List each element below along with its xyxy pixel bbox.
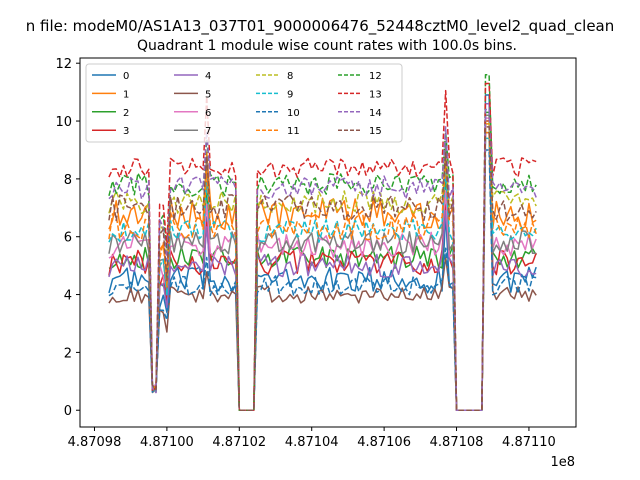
series-line-5	[108, 131, 537, 411]
legend-box	[85, 63, 403, 143]
legend-label-14: 14	[369, 108, 382, 119]
y-tick-label: 10	[55, 115, 72, 130]
x-tick-label: 4.87100	[140, 435, 194, 450]
figure-suptitle: n file: modeM0/AS1A13_037T01_9000006476_…	[26, 17, 615, 36]
legend-label-2: 2	[123, 108, 129, 119]
legend-label-13: 13	[369, 89, 382, 100]
legend-label-11: 11	[287, 126, 300, 137]
y-tick-label: 0	[64, 404, 72, 419]
plot-lines	[108, 74, 537, 411]
x-tick-label: 4.87106	[357, 435, 411, 450]
series-line-14	[108, 108, 537, 411]
series-line-2	[108, 111, 537, 411]
x-tick-label: 4.87108	[430, 435, 484, 450]
legend-label-5: 5	[205, 89, 211, 100]
series-line-13	[108, 82, 537, 411]
legend-label-3: 3	[123, 126, 129, 137]
legend-label-8: 8	[287, 71, 293, 82]
y-tick-label: 6	[64, 231, 72, 246]
x-tick-label: 4.87098	[68, 435, 122, 450]
axes-frame	[79, 57, 577, 428]
y-tick-label: 2	[64, 346, 72, 361]
chart-title: Quadrant 1 module wise count rates with …	[137, 38, 517, 54]
x-tick-label: 4.87110	[502, 435, 556, 450]
y-tick-label: 8	[64, 173, 72, 188]
y-tick-label: 4	[64, 289, 72, 304]
legend-label-7: 7	[205, 126, 211, 137]
x-tick-label: 4.87102	[212, 435, 266, 450]
legend-label-9: 9	[287, 89, 293, 100]
legend-label-0: 0	[123, 71, 129, 82]
x-axis-offset-label: 1e8	[550, 455, 575, 470]
legend-label-6: 6	[205, 108, 211, 119]
y-axis: 0 2 4 6 8 10 12	[55, 57, 80, 419]
legend-label-4: 4	[205, 71, 211, 82]
legend-label-12: 12	[369, 71, 382, 82]
series-line-11	[108, 131, 537, 411]
legend-label-1: 1	[123, 89, 129, 100]
x-axis: 4.87098 4.87100 4.87102 4.87104 4.87106 4.871…	[68, 427, 556, 450]
y-tick-label: 12	[55, 57, 72, 72]
series-line-12	[108, 74, 537, 411]
x-tick-label: 4.87104	[285, 435, 339, 450]
legend-label-15: 15	[369, 126, 382, 137]
legend-label-10: 10	[287, 108, 300, 119]
series-line-15	[108, 126, 537, 411]
